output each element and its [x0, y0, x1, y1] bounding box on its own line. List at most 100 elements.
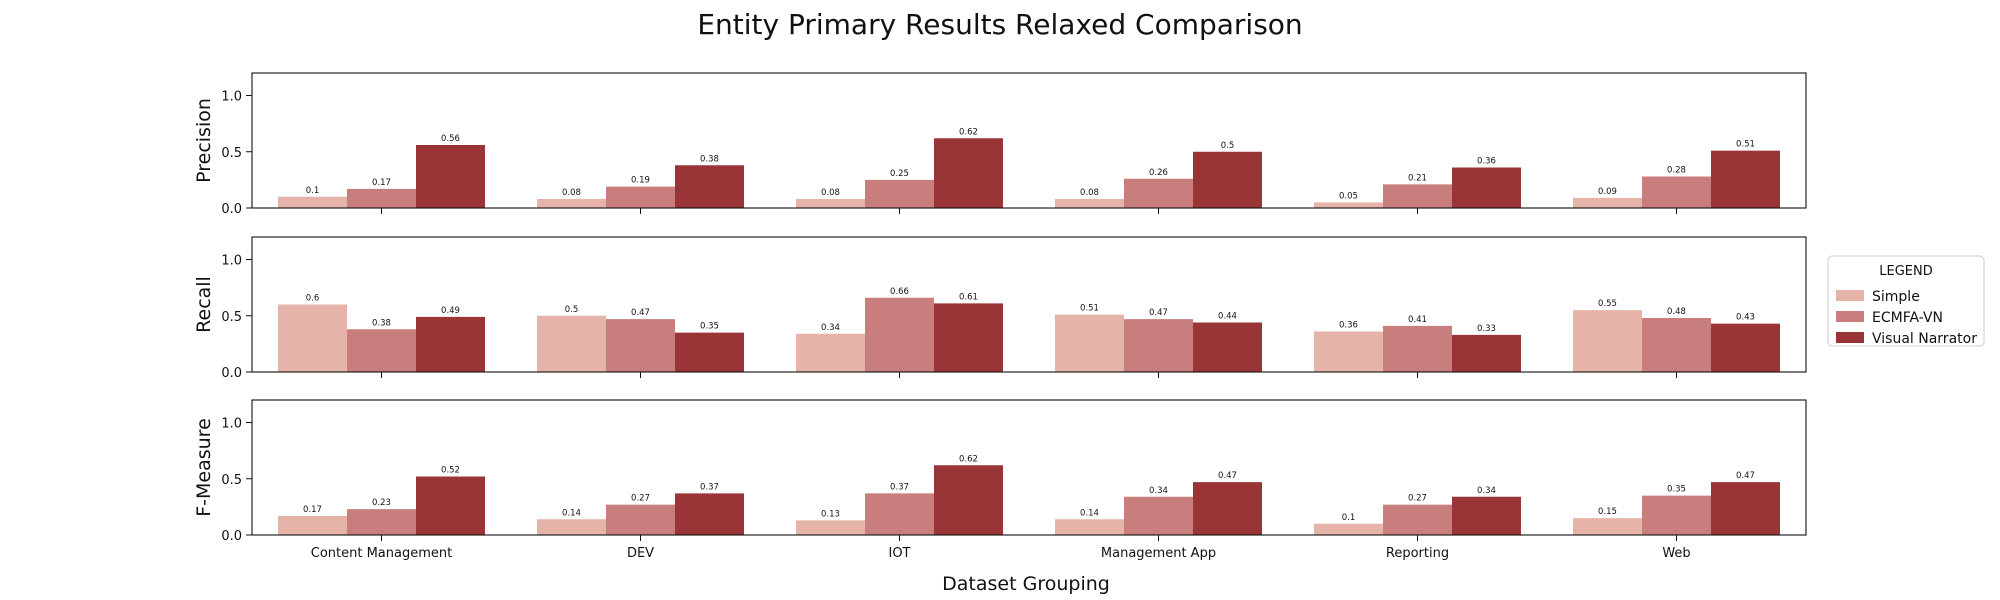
bar-value-label: 0.27 — [631, 494, 650, 504]
bar-value-label: 0.08 — [562, 188, 581, 198]
bar — [1383, 184, 1452, 209]
x-axis-label: Dataset Grouping — [942, 573, 1110, 595]
bar — [1055, 199, 1124, 208]
bar-value-label: 0.21 — [1408, 173, 1427, 183]
bar — [1711, 482, 1780, 536]
bar — [1193, 151, 1262, 208]
bar-value-label: 0.25 — [890, 169, 909, 179]
bar — [1124, 178, 1193, 208]
bar-value-label: 0.27 — [1408, 494, 1427, 504]
legend: LEGEND Simple ECMFA-VN Visual Narrator — [1827, 255, 1985, 347]
y-tick-label: 0.0 — [221, 366, 242, 381]
chart-title: Entity Primary Results Relaxed Compariso… — [697, 8, 1302, 41]
bar — [934, 138, 1003, 208]
bar-value-label: 0.6 — [306, 294, 320, 304]
bar — [865, 493, 934, 536]
bar — [606, 186, 675, 209]
y-tick-label: 0.5 — [221, 473, 242, 488]
bar — [1573, 310, 1642, 373]
bar-value-label: 0.08 — [1080, 188, 1099, 198]
y-tick-label: 1.0 — [221, 90, 242, 105]
bar-value-label: 0.17 — [372, 178, 391, 188]
bar — [1055, 519, 1124, 535]
bar-value-label: 0.49 — [441, 306, 460, 316]
y-tick-label: 0.0 — [221, 202, 242, 217]
bar-value-label: 0.52 — [441, 466, 460, 476]
bar-value-label: 0.19 — [631, 176, 650, 186]
bar-value-label: 0.37 — [700, 482, 719, 492]
bar — [1383, 325, 1452, 373]
bar — [865, 297, 934, 372]
y-axis-label: Precision — [193, 98, 215, 183]
plot-frame — [251, 72, 1807, 209]
bar-value-label: 0.5 — [565, 305, 579, 315]
bar — [606, 319, 675, 373]
legend-swatch — [1836, 311, 1864, 322]
bar-value-label: 0.34 — [1477, 486, 1496, 496]
legend-swatch — [1836, 290, 1864, 301]
bar — [1383, 504, 1452, 536]
y-axis-label: F-Measure — [193, 418, 215, 517]
y-tick-label: 0.0 — [221, 529, 242, 544]
bar-value-label: 0.17 — [303, 505, 322, 515]
bar — [675, 165, 744, 208]
bar-value-label: 0.66 — [890, 287, 909, 297]
bar — [537, 199, 606, 208]
bar-value-label: 0.55 — [1598, 299, 1617, 309]
bar-value-label: 0.34 — [1149, 486, 1168, 496]
bar — [865, 179, 934, 209]
bar — [347, 188, 416, 209]
plot-frame — [251, 399, 1807, 536]
bar-value-label: 0.38 — [372, 318, 391, 328]
bar-value-label: 0.34 — [821, 323, 840, 333]
bar-value-label: 0.61 — [959, 292, 978, 302]
bar — [606, 504, 675, 536]
bar-value-label: 0.1 — [1342, 513, 1356, 523]
bar — [278, 196, 347, 208]
bar-value-label: 0.15 — [1598, 507, 1617, 517]
bar — [1573, 197, 1642, 209]
y-tick-label: 1.0 — [221, 254, 242, 269]
bar — [1711, 323, 1780, 373]
bar-value-label: 0.1 — [306, 186, 320, 196]
bar — [1452, 496, 1521, 535]
bar-value-label: 0.44 — [1218, 312, 1237, 322]
bar — [1573, 518, 1642, 536]
bar — [1314, 331, 1383, 372]
subplot-f-measure: 0.17 0.14 0.13 0.14 0.1 0.15 0.23 0.27 0.37 0.34 0… — [193, 399, 1807, 561]
bar — [416, 476, 485, 535]
bar — [1055, 314, 1124, 373]
x-tick-label: Reporting — [1386, 546, 1449, 561]
bar — [537, 519, 606, 535]
bar-value-label: 0.35 — [1667, 485, 1686, 495]
bar — [675, 493, 744, 536]
bar-value-label: 0.41 — [1408, 315, 1427, 325]
x-tick-label: IOT — [888, 546, 910, 561]
bar-value-label: 0.13 — [821, 509, 840, 519]
bar-value-label: 0.36 — [1477, 157, 1496, 167]
subplot-precision: 0.1 0.08 0.08 0.08 0.05 0.09 0.17 0.19 0.25 0.26 0… — [193, 72, 1807, 217]
y-tick-label: 0.5 — [221, 310, 242, 325]
bar — [1452, 167, 1521, 208]
bar — [1642, 318, 1711, 372]
bar-value-label: 0.23 — [372, 498, 391, 508]
x-tick-label: DEV — [627, 546, 654, 561]
bar — [537, 315, 606, 372]
bar — [1711, 150, 1780, 209]
bar-value-label: 0.14 — [1080, 508, 1099, 518]
bar-value-label: 0.05 — [1339, 191, 1358, 201]
bar — [1193, 482, 1262, 536]
bar-value-label: 0.48 — [1667, 307, 1686, 317]
bar-value-label: 0.37 — [890, 482, 909, 492]
bar-value-label: 0.09 — [1598, 187, 1617, 197]
bar-value-label: 0.28 — [1667, 166, 1686, 176]
legend-title: LEGEND — [1879, 264, 1932, 279]
bar — [796, 520, 865, 536]
legend-swatch — [1836, 332, 1864, 343]
bar-value-label: 0.14 — [562, 508, 581, 518]
y-tick-label: 1.0 — [221, 417, 242, 432]
bar-value-label: 0.47 — [1149, 308, 1168, 318]
bar — [675, 332, 744, 373]
bar — [1642, 176, 1711, 208]
